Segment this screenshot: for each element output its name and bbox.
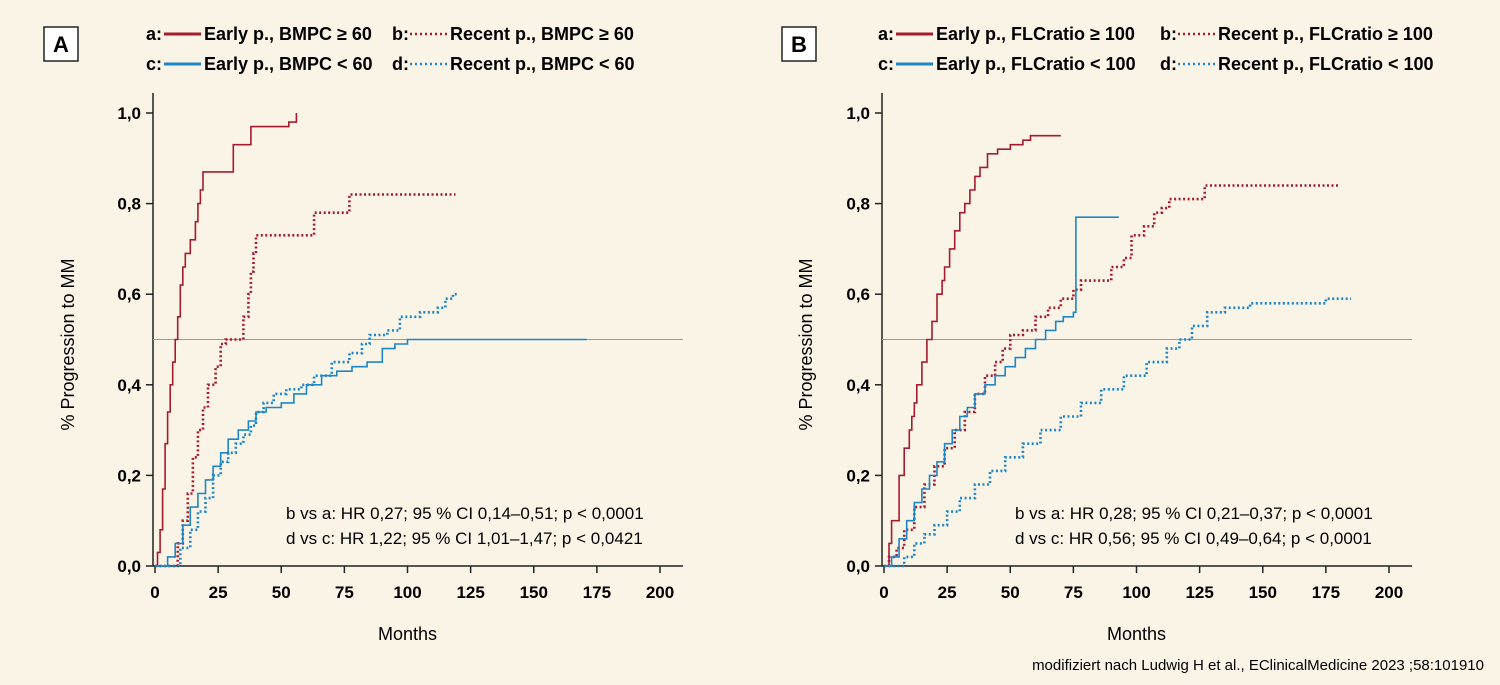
series-line-d [155,292,458,568]
source-note: modifiziert nach Ludwig H et al., EClini… [1032,657,1484,674]
x-tick-label: 150 [1249,583,1277,602]
x-axis-title: Months [1107,624,1166,644]
legend-key: a: [878,24,894,44]
legend-item-c: c: Early p., FLCratio < 100 [878,54,1136,74]
y-tick-label: 0,6 [846,285,870,304]
y-tick-label: 0,0 [846,557,870,576]
legend-item-b: b: Recent p., BMPC ≥ 60 [392,24,634,44]
stats-line: b vs a: HR 0,27; 95 % CI 0,14–0,51; p < … [286,504,644,523]
legend-key: c: [878,54,894,74]
x-tick-label: 25 [209,583,228,602]
legend-key: a: [146,24,162,44]
x-tick-label: 200 [1375,583,1403,602]
y-axis-title: % Progression to MM [58,258,78,430]
legend-item-b: b: Recent p., FLCratio ≥ 100 [1160,24,1433,44]
legend-item-a: a: Early p., BMPC ≥ 60 [146,24,372,44]
y-tick-label: 0,2 [846,466,870,485]
x-tick-label: 100 [1122,583,1150,602]
legend-key: d: [392,54,409,74]
y-tick-label: 0,4 [846,376,870,395]
y-tick-label: 0,4 [117,376,141,395]
x-tick-label: 100 [393,583,421,602]
y-tick-label: 0,6 [117,285,141,304]
series-line-a [155,113,298,567]
y-tick-label: 0,0 [117,557,141,576]
legend-item-a: a: Early p., FLCratio ≥ 100 [878,24,1135,44]
stats-line: d vs c: HR 0,56; 95 % CI 0,49–0,64; p < … [1015,529,1372,548]
x-tick-label: 75 [1064,583,1083,602]
series-line-a [884,134,1061,567]
legend-item-c: c: Early p., BMPC < 60 [146,54,373,74]
x-tick-label: 200 [646,583,674,602]
legend-label: Recent p., FLCratio < 100 [1218,54,1434,74]
stats-line: d vs c: HR 1,22; 95 % CI 1,01–1,47; p < … [286,529,643,548]
x-axis-title: Months [378,624,437,644]
stats-line: b vs a: HR 0,28; 95 % CI 0,21–0,37; p < … [1015,504,1373,523]
legend-key: b: [1160,24,1177,44]
panel-label-box [43,26,79,62]
x-tick-label: 175 [583,583,611,602]
x-tick-label: 50 [272,583,291,602]
legend-label: Early p., BMPC < 60 [204,54,373,74]
legend-label: Early p., FLCratio < 100 [936,54,1136,74]
x-tick-label: 125 [456,583,484,602]
x-tick-label: 75 [335,583,354,602]
legend-item-d: d: Recent p., FLCratio < 100 [1160,54,1434,74]
y-tick-label: 1,0 [117,104,141,123]
x-tick-label: 0 [150,583,159,602]
x-tick-label: 125 [1185,583,1213,602]
x-tick-label: 150 [520,583,548,602]
x-tick-label: 25 [938,583,957,602]
legend-key: c: [146,54,162,74]
y-tick-label: 0,8 [846,195,870,214]
panel-label: A [53,32,69,57]
x-tick-label: 175 [1312,583,1340,602]
series-line-b [155,193,456,568]
panel-label: B [791,32,807,57]
legend-label: Recent p., BMPC ≥ 60 [450,24,634,44]
y-tick-label: 0,2 [117,466,141,485]
series-line-c [155,338,587,567]
legend-key: d: [1160,54,1177,74]
x-tick-label: 50 [1001,583,1020,602]
y-axis-title: % Progression to MM [796,258,816,430]
legend-label: Early p., BMPC ≥ 60 [204,24,372,44]
series-line-d [884,297,1352,568]
legend-key: b: [392,24,409,44]
y-tick-label: 0,8 [117,195,141,214]
y-tick-label: 1,0 [846,104,870,123]
legend-label: Early p., FLCratio ≥ 100 [936,24,1135,44]
x-tick-label: 0 [879,583,888,602]
legend-label: Recent p., FLCratio ≥ 100 [1218,24,1433,44]
legend-label: Recent p., BMPC < 60 [450,54,635,74]
panel-label-box [781,26,817,62]
series-line-c [884,216,1119,567]
legend-item-d: d: Recent p., BMPC < 60 [392,54,635,74]
